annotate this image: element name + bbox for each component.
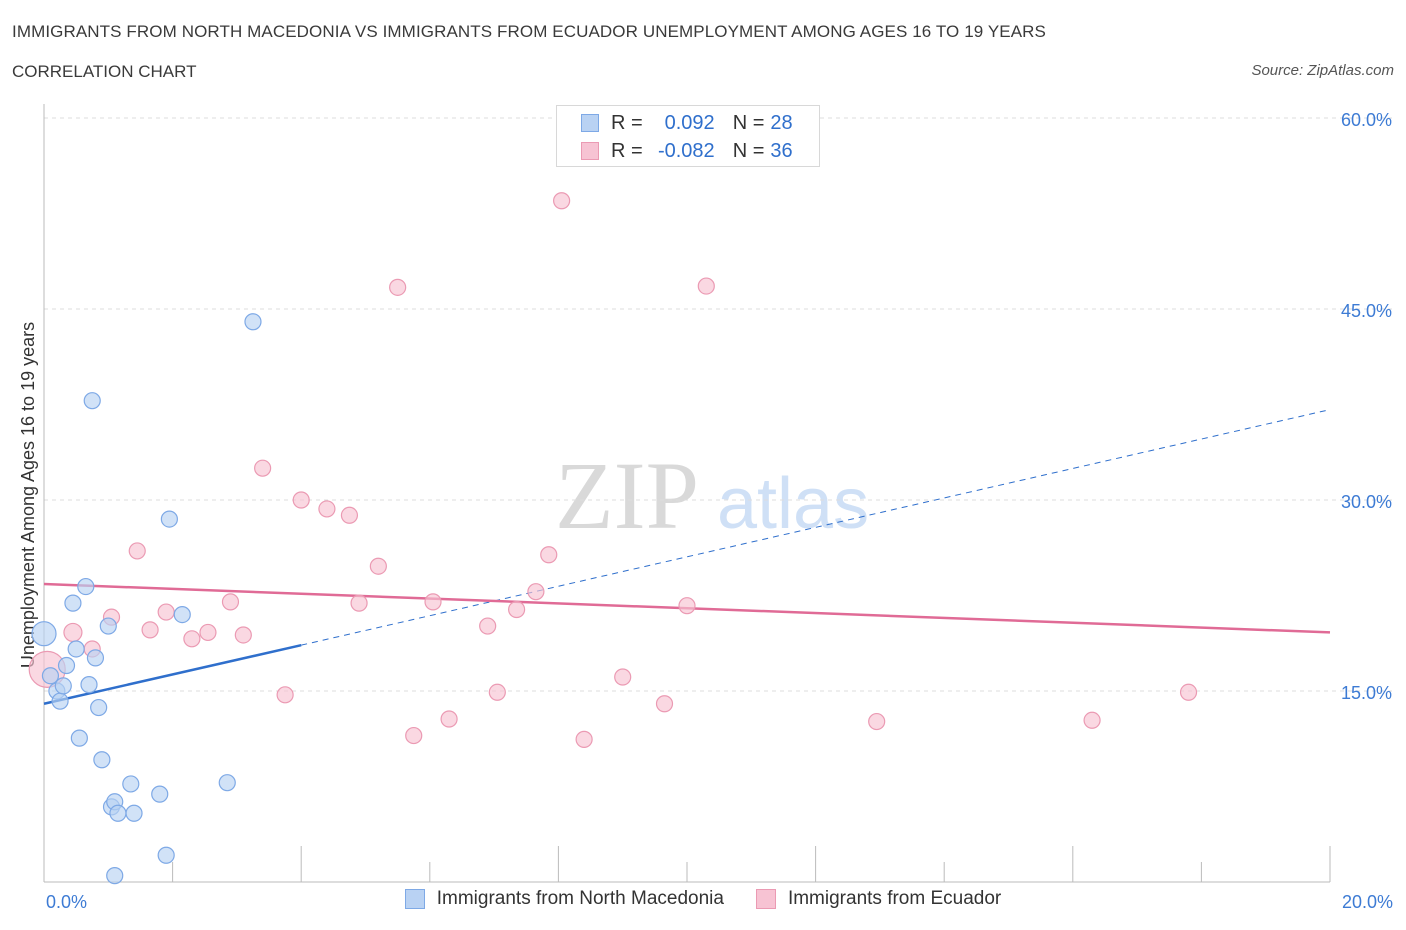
north-macedonia-point (70, 729, 88, 747)
ecuador-point (254, 459, 272, 477)
ecuador-point (221, 593, 240, 611)
ecuador-point (183, 630, 201, 648)
ecuador-point (369, 557, 387, 575)
north-macedonia-point (67, 640, 85, 658)
legend-r-label: R = (611, 111, 643, 134)
north-macedonia-point (80, 676, 98, 694)
north-macedonia-point (57, 656, 76, 675)
ecuador-point (157, 603, 175, 621)
series-legend-label: Immigrants from North Macedonia (436, 888, 724, 909)
series-legend-label: Immigrants from Ecuador (787, 888, 1002, 909)
ecuador-point (508, 600, 526, 619)
north-macedonia-point (41, 667, 60, 685)
ecuador-point (350, 594, 368, 612)
legend-swatch-blue (581, 114, 599, 132)
north-macedonia-point (31, 621, 57, 647)
legend-swatch-pink (581, 142, 599, 160)
chart-subtitle: CORRELATION CHART (12, 62, 197, 81)
north-macedonia-point (157, 846, 175, 864)
legend-r-value: -0.082 (657, 139, 715, 162)
y-tick-label: 60.0% (1341, 110, 1392, 130)
watermark-atlas: atlas (717, 464, 869, 544)
north-macedonia-point (83, 392, 101, 410)
legend-n-label: N = (732, 111, 765, 134)
north-macedonia-point (99, 617, 117, 635)
ecuador-point (1179, 683, 1198, 701)
north-macedonia-point (51, 692, 69, 710)
north-macedonia-point (93, 751, 111, 769)
legend-swatch-blue (404, 889, 425, 909)
north-macedonia-point (244, 313, 262, 331)
legend-row-ecuador: R = -0.082 N = 36 (581, 139, 793, 163)
north-macedonia-point (86, 649, 105, 667)
north-macedonia-point (64, 594, 82, 612)
legend-n-value: 36 (770, 139, 793, 162)
north-macedonia-point (90, 698, 108, 717)
ecuador-point (440, 710, 458, 728)
ecuador-point (424, 593, 442, 611)
ecuador-point (527, 583, 545, 601)
y-tick-label: 30.0% (1341, 492, 1392, 512)
ecuador-point (141, 621, 159, 639)
grid (44, 117, 1395, 692)
ecuador-point (697, 277, 715, 295)
ecuador-point (678, 597, 696, 615)
y-axis-label: Unemployment Among Ages 16 to 19 years (18, 322, 38, 668)
ecuador-point (655, 695, 674, 713)
ecuador-point (63, 622, 83, 643)
axes: 15.0% 30.0% 45.0% 60.0% 0.0% 20.0% (43, 104, 1393, 912)
ecuador-point (389, 278, 407, 296)
legend-r-label: R = (611, 139, 643, 162)
north-macedonia-trend-line (43, 643, 302, 705)
series-legend-north-macedonia: Immigrants from North Macedonia (404, 888, 724, 910)
legend-row-north-macedonia: R = 0.092 N = 28 (581, 111, 793, 135)
ecuador-point (128, 542, 146, 560)
ecuador-point (276, 686, 294, 704)
ecuador-point (868, 712, 886, 731)
north-macedonia-point (125, 804, 143, 822)
legend-n-label: N = (732, 139, 765, 162)
legend-r-value: 0.092 (664, 111, 715, 134)
ecuador-point (553, 192, 571, 210)
correlation-legend: R = 0.092 N = 28 R = -0.082 N = 36 (556, 105, 820, 167)
north-macedonia-point (218, 774, 236, 792)
north-macedonia-point (109, 804, 127, 822)
watermark: ZIP atlas (555, 442, 869, 549)
ecuador-point (234, 626, 252, 644)
series-legend: Immigrants from North Macedonia Immigran… (0, 888, 1406, 910)
x-tick-label: 20.0% (1342, 892, 1393, 912)
data-points (28, 192, 1198, 885)
watermark-zip: ZIP (555, 442, 699, 549)
legend-swatch-pink (755, 889, 776, 909)
chart-title: IMMIGRANTS FROM NORTH MACEDONIA VS IMMIG… (12, 22, 1046, 41)
north-macedonia-point (122, 775, 140, 793)
north-macedonia-point (151, 785, 169, 803)
source-label: Source: ZipAtlas.com (1251, 62, 1394, 79)
north-macedonia-point (54, 677, 72, 695)
ecuador-point (540, 546, 558, 564)
legend-n-value: 28 (770, 111, 793, 134)
y-tick-label: 45.0% (1341, 301, 1392, 321)
ecuador-point (488, 683, 506, 701)
north-macedonia-point (106, 867, 124, 885)
x-tick-label: 0.0% (46, 892, 87, 912)
ecuador-point (292, 491, 310, 509)
ecuador-point (575, 730, 593, 748)
ecuador-point (1083, 711, 1101, 729)
north-macedonia-point (77, 577, 95, 596)
ecuador-point (614, 668, 632, 686)
ecuador-point (340, 506, 359, 524)
north-macedonia-point (173, 605, 191, 624)
ecuador-point (405, 726, 423, 745)
ecuador-point (318, 500, 336, 518)
north-macedonia-point (160, 510, 178, 528)
ecuador-point (479, 617, 497, 635)
series-legend-ecuador: Immigrants from Ecuador (755, 888, 1002, 910)
y-tick-label: 15.0% (1341, 683, 1392, 703)
ecuador-point (199, 623, 217, 642)
north-macedonia-trend-extension (301, 409, 1331, 646)
